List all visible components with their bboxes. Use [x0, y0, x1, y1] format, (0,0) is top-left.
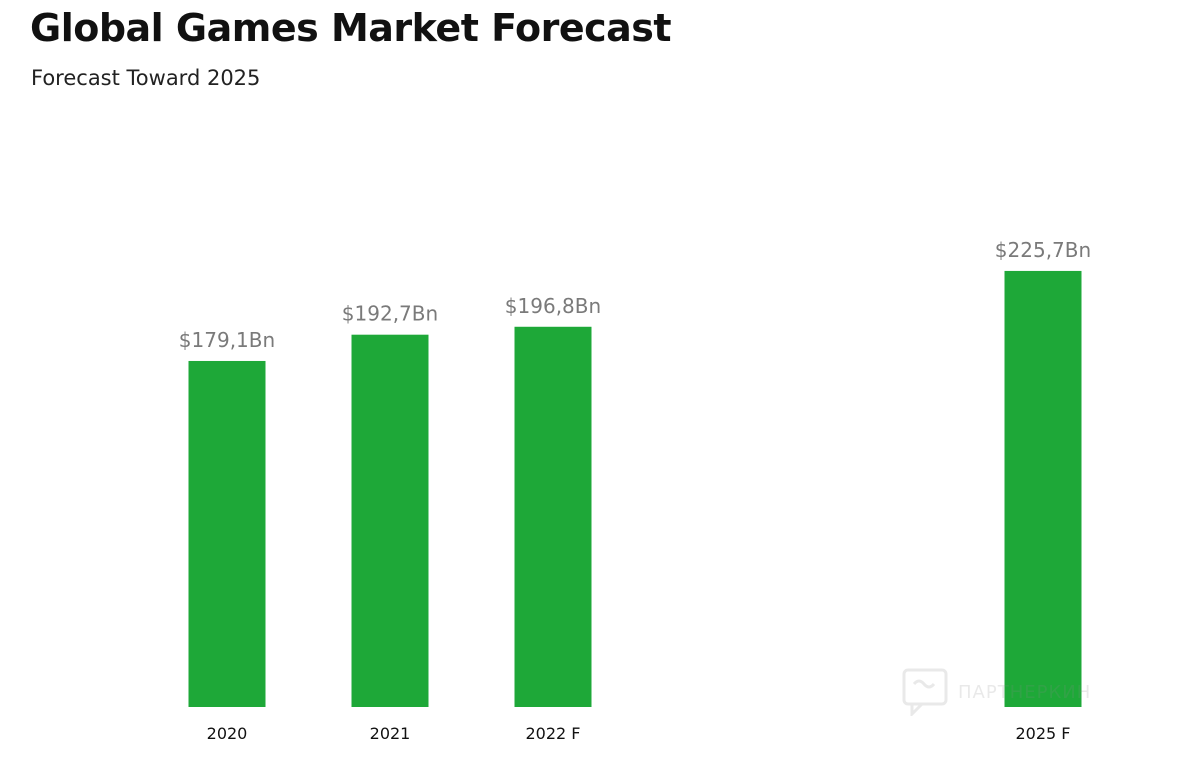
chart-subtitle: Forecast Toward 2025 [31, 66, 261, 90]
value-label: $225,7Bn [995, 238, 1091, 262]
bar-2021 [351, 334, 429, 707]
category-label: 2020 [207, 724, 248, 743]
value-label: $179,1Bn [179, 328, 275, 352]
bar-2025-f [1004, 270, 1082, 707]
chart-title: Global Games Market Forecast [30, 6, 672, 50]
category-label: 2021 [370, 724, 411, 743]
category-label: 2022 F [525, 724, 580, 743]
watermark-text: ПАРТНЕРКИН [958, 681, 1092, 703]
chat-bubble-icon [902, 668, 948, 716]
bar-2020 [188, 360, 266, 707]
value-label: $192,7Bn [342, 302, 438, 326]
category-label: 2025 F [1015, 724, 1070, 743]
value-label: $196,8Bn [505, 294, 601, 318]
watermark: ПАРТНЕРКИН [902, 668, 1091, 716]
bar-2022-f [514, 326, 592, 707]
